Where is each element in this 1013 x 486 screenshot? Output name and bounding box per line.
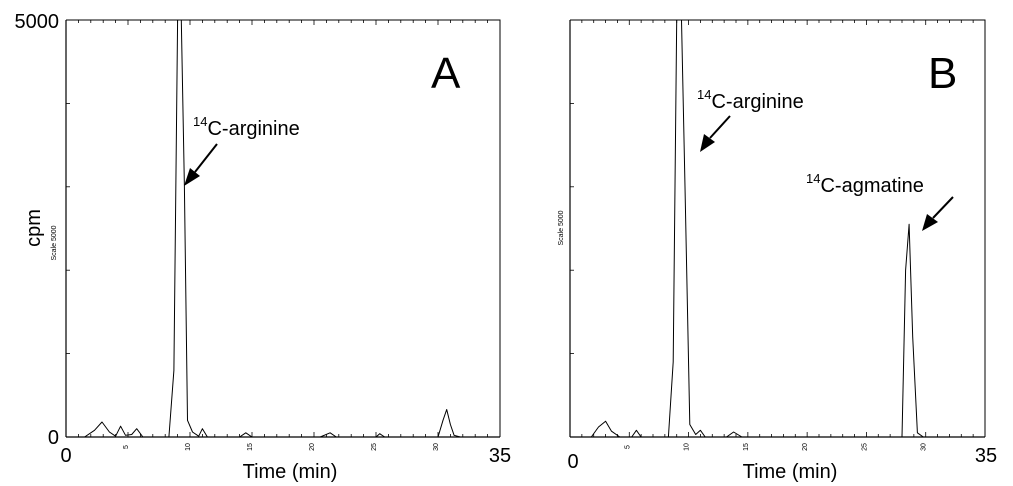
x-minor-tick-label: 5 (624, 445, 631, 449)
x-minor-tick-label: 25 (371, 443, 378, 451)
panel-a: 5 10 15 20 25 30 5000 0 0 35 Time (min) cpm S… (15, 11, 512, 483)
x-axis-bottom-ticks (569, 432, 986, 437)
x-axis-top-ticks (569, 20, 986, 25)
x-tick-label-max: 35 (489, 445, 511, 467)
y-tick-label-max: 5000 (15, 11, 60, 33)
annotation-text: C-agmatine (820, 175, 923, 197)
x-minor-tick-label: 20 (802, 443, 809, 451)
annotation-agmatine: 14C-agmatine (806, 171, 924, 197)
x-minor-tick-label: 15 (247, 443, 254, 451)
scale-label: Scale 5000 (558, 210, 565, 245)
x-minor-tick-label: 10 (185, 443, 192, 451)
annotation-arrow (184, 143, 218, 186)
series-line (66, 19, 500, 438)
panel-b: 5 10 15 20 25 30 0 35 Time (min) Scale 5000 B… (558, 19, 997, 483)
annotation-text: C-arginine (711, 91, 803, 113)
panel-letter: B (928, 49, 957, 98)
annotation-arginine: 14C-arginine (193, 114, 300, 140)
isotope-superscript: 14 (697, 87, 711, 102)
x-minor-tick-label: 30 (433, 443, 440, 451)
x-minor-tick-labels: 5 10 15 20 25 30 (123, 443, 440, 451)
panel-letter: A (431, 49, 461, 98)
annotation-text: C-arginine (207, 118, 299, 140)
x-minor-tick-label: 20 (309, 443, 316, 451)
x-minor-tick-label: 30 (921, 443, 928, 451)
series-line (570, 19, 985, 438)
annotation-arginine: 14C-arginine (697, 87, 804, 113)
x-minor-tick-label: 10 (684, 443, 691, 451)
scale-label: Scale 5000 (51, 225, 58, 260)
x-minor-tick-label: 15 (743, 443, 750, 451)
x-tick-label-max: 35 (975, 445, 997, 467)
x-axis-title: Time (min) (743, 461, 838, 483)
isotope-superscript: 14 (193, 114, 207, 129)
isotope-superscript: 14 (806, 171, 820, 186)
x-axis-title: Time (min) (243, 461, 338, 483)
x-axis-top-ticks (65, 20, 501, 25)
x-minor-tick-labels: 5 10 15 20 25 30 (624, 443, 927, 451)
y-tick-label-min: 0 (48, 427, 59, 449)
x-tick-label-min: 0 (567, 451, 578, 473)
x-tick-label-min: 0 (60, 445, 71, 467)
x-minor-tick-label: 25 (861, 443, 868, 451)
y-axis-title: cpm (23, 209, 45, 247)
annotation-arrow-agmatine (922, 196, 954, 231)
x-minor-tick-label: 5 (123, 445, 130, 449)
annotation-arrow-arginine (700, 115, 731, 152)
